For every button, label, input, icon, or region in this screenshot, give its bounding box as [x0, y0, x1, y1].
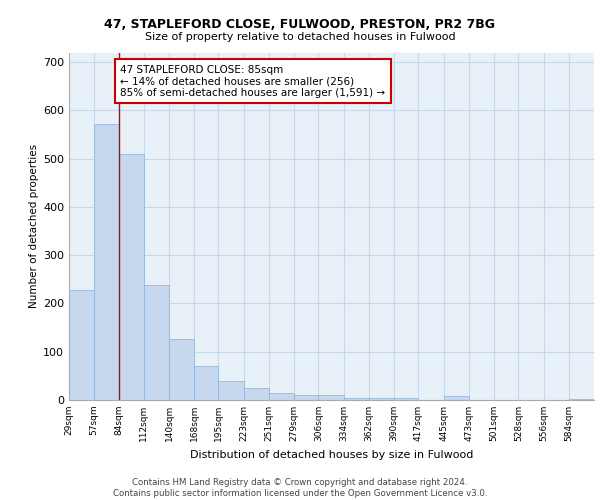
- Bar: [69, 290, 94, 400]
- Bar: [94, 124, 119, 400]
- Bar: [369, 398, 394, 400]
- Bar: [269, 393, 294, 400]
- Text: 47, STAPLEFORD CLOSE, FULWOOD, PRESTON, PR2 7BG: 47, STAPLEFORD CLOSE, FULWOOD, PRESTON, …: [104, 18, 496, 30]
- Bar: [294, 395, 319, 400]
- X-axis label: Distribution of detached houses by size in Fulwood: Distribution of detached houses by size …: [190, 450, 473, 460]
- Text: 47 STAPLEFORD CLOSE: 85sqm
← 14% of detached houses are smaller (256)
85% of sem: 47 STAPLEFORD CLOSE: 85sqm ← 14% of deta…: [121, 64, 385, 98]
- Bar: [394, 398, 418, 400]
- Bar: [443, 396, 469, 400]
- Bar: [119, 154, 144, 400]
- Bar: [344, 398, 369, 400]
- Bar: [144, 285, 169, 400]
- Text: Size of property relative to detached houses in Fulwood: Size of property relative to detached ho…: [145, 32, 455, 42]
- Bar: [218, 380, 244, 400]
- Bar: [169, 339, 194, 400]
- Y-axis label: Number of detached properties: Number of detached properties: [29, 144, 39, 308]
- Bar: [319, 395, 344, 400]
- Text: Contains HM Land Registry data © Crown copyright and database right 2024.
Contai: Contains HM Land Registry data © Crown c…: [113, 478, 487, 498]
- Bar: [244, 388, 269, 400]
- Bar: [194, 366, 218, 400]
- Bar: [569, 399, 594, 400]
